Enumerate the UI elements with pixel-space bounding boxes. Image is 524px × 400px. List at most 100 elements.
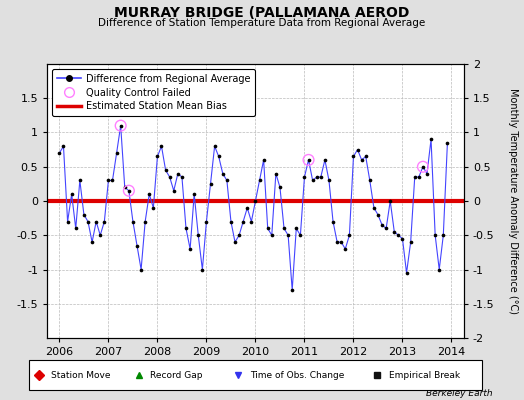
Point — [362, 153, 370, 160]
Point — [304, 157, 313, 163]
Point — [72, 225, 80, 232]
Point — [341, 246, 350, 252]
Point — [173, 170, 182, 177]
Text: MURRAY BRIDGE (PALLAMANA AEROD: MURRAY BRIDGE (PALLAMANA AEROD — [114, 6, 410, 20]
Text: Berkeley Earth: Berkeley Earth — [426, 389, 493, 398]
Point — [345, 232, 354, 238]
Point — [325, 177, 333, 184]
Point — [312, 174, 321, 180]
Text: Record Gap: Record Gap — [150, 370, 203, 380]
Point — [219, 170, 227, 177]
Point — [157, 143, 166, 149]
Point — [198, 266, 206, 273]
Point — [329, 218, 337, 225]
Point — [414, 174, 423, 180]
Point — [333, 239, 341, 245]
Point — [423, 170, 431, 177]
Point — [280, 225, 288, 232]
Point — [182, 225, 190, 232]
Point — [190, 191, 199, 197]
Point — [133, 242, 141, 249]
Y-axis label: Monthly Temperature Anomaly Difference (°C): Monthly Temperature Anomaly Difference (… — [508, 88, 518, 314]
Point — [255, 177, 264, 184]
Point — [80, 212, 88, 218]
Point — [149, 205, 158, 211]
Point — [272, 170, 280, 177]
Point — [145, 191, 154, 197]
Point — [419, 164, 427, 170]
Point — [268, 232, 276, 238]
Point — [427, 136, 435, 142]
Point — [170, 188, 178, 194]
Point — [141, 218, 149, 225]
Point — [321, 157, 329, 163]
Point — [382, 225, 390, 232]
Point — [259, 157, 268, 163]
Point — [435, 266, 443, 273]
Point — [227, 218, 235, 225]
Point — [350, 153, 358, 160]
Point — [137, 266, 145, 273]
Point — [153, 153, 161, 160]
Point — [100, 218, 108, 225]
Point — [178, 174, 186, 180]
Point — [166, 174, 174, 180]
Point — [296, 232, 304, 238]
Point — [116, 122, 125, 129]
Point — [235, 232, 243, 238]
Point — [251, 198, 259, 204]
Point — [129, 218, 137, 225]
Point — [284, 232, 292, 238]
Point — [276, 184, 284, 190]
Point — [243, 205, 252, 211]
Point — [419, 164, 427, 170]
Point — [292, 225, 300, 232]
Point — [125, 188, 133, 194]
Text: Time of Obs. Change: Time of Obs. Change — [250, 370, 344, 380]
Point — [439, 232, 447, 238]
Legend: Difference from Regional Average, Quality Control Failed, Estimated Station Mean: Difference from Regional Average, Qualit… — [52, 69, 255, 116]
Point — [108, 177, 117, 184]
Point — [161, 167, 170, 173]
Point — [309, 177, 317, 184]
Point — [125, 188, 133, 194]
Point — [63, 218, 72, 225]
Point — [113, 150, 121, 156]
Point — [194, 232, 202, 238]
Point — [288, 287, 297, 293]
Text: Difference of Station Temperature Data from Regional Average: Difference of Station Temperature Data f… — [99, 18, 425, 28]
Point — [116, 122, 125, 129]
Point — [366, 177, 374, 184]
Text: Station Move: Station Move — [51, 370, 111, 380]
Point — [59, 143, 68, 149]
Point — [357, 157, 366, 163]
Point — [211, 143, 219, 149]
Point — [55, 150, 63, 156]
Text: Empirical Break: Empirical Break — [389, 370, 460, 380]
Point — [353, 146, 362, 153]
Point — [231, 239, 239, 245]
Point — [443, 140, 452, 146]
Point — [390, 229, 398, 235]
Point — [186, 246, 194, 252]
Point — [398, 236, 407, 242]
Point — [214, 153, 223, 160]
Point — [337, 239, 345, 245]
Point — [300, 174, 309, 180]
Point — [88, 239, 96, 245]
Point — [402, 270, 411, 276]
Point — [92, 218, 101, 225]
Point — [96, 232, 104, 238]
Point — [304, 157, 313, 163]
Point — [431, 232, 439, 238]
Point — [223, 177, 231, 184]
Point — [68, 191, 76, 197]
Point — [370, 205, 378, 211]
Point — [386, 198, 395, 204]
Point — [407, 239, 415, 245]
Point — [239, 218, 247, 225]
Point — [247, 218, 256, 225]
Point — [316, 174, 325, 180]
Point — [121, 184, 129, 190]
Point — [394, 232, 402, 238]
